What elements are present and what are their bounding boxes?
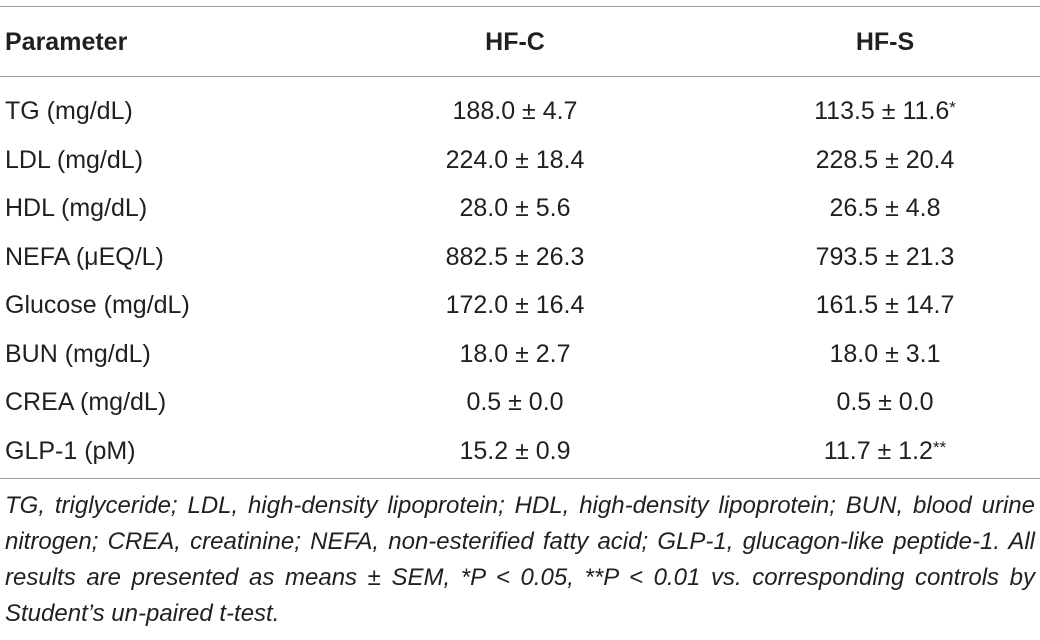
cell-hf-s-value: 113.5 ± 11.6 xyxy=(814,97,950,125)
cell-hf-s: 793.5 ± 21.3 xyxy=(740,239,1030,275)
header-hf-c: HF-C xyxy=(485,28,545,56)
cell-hf-s: 11.7 ± 1.2** xyxy=(740,433,1030,469)
cell-hf-c: 224.0 ± 18.4 xyxy=(445,145,585,174)
cell-hf-s-value: 228.5 ± 20.4 xyxy=(815,145,955,174)
table-row: CREA (mg/dL) 0.5 ± 0.0 0.5 ± 0.0 xyxy=(0,384,1040,420)
significance-mark: * xyxy=(949,98,956,117)
table-row: GLP-1 (pM) 15.2 ± 0.9 11.7 ± 1.2** xyxy=(0,433,1040,469)
cell-parameter: NEFA (μEQ/L) xyxy=(5,242,164,271)
cell-parameter: TG (mg/dL) xyxy=(5,97,133,125)
cell-parameter: CREA (mg/dL) xyxy=(5,388,167,416)
cell-hf-s: 26.5 ± 4.8 xyxy=(740,190,1030,226)
table-row: HDL (mg/dL) 28.0 ± 5.6 26.5 ± 4.8 xyxy=(0,190,1040,226)
cell-parameter: Glucose (mg/dL) xyxy=(5,291,190,319)
cell-hf-c: 0.5 ± 0.0 xyxy=(466,388,564,416)
table-footnote: TG, triglyceride; LDL, high-density lipo… xyxy=(5,492,1035,627)
table-row: BUN (mg/dL) 18.0 ± 2.7 18.0 ± 3.1 xyxy=(0,336,1040,372)
cell-hf-s-value: 0.5 ± 0.0 xyxy=(836,388,934,416)
cell-hf-c: 188.0 ± 4.7 xyxy=(452,97,578,125)
cell-hf-s-value: 18.0 ± 3.1 xyxy=(829,339,941,368)
significance-mark: ** xyxy=(932,437,947,457)
cell-hf-c: 28.0 ± 5.6 xyxy=(459,194,571,222)
table-row: Glucose (mg/dL) 172.0 ± 16.4 161.5 ± 14.7 xyxy=(0,287,1040,323)
cell-parameter: LDL (mg/dL) xyxy=(5,145,144,174)
cell-hf-s: 161.5 ± 14.7 xyxy=(740,287,1030,323)
table-row: LDL (mg/dL) 224.0 ± 18.4 228.5 ± 20.4 xyxy=(0,142,1040,178)
header-bottom-rule xyxy=(0,76,1040,77)
cell-parameter: HDL (mg/dL) xyxy=(5,194,148,222)
header-parameter: Parameter xyxy=(5,28,128,56)
table-header-row: Parameter HF-C HF-S xyxy=(0,24,1040,60)
cell-hf-s-value: 26.5 ± 4.8 xyxy=(829,194,941,222)
cell-parameter: BUN (mg/dL) xyxy=(5,339,151,368)
cell-hf-s: 0.5 ± 0.0 xyxy=(740,384,1030,420)
cell-hf-c: 882.5 ± 26.3 xyxy=(445,242,585,271)
cell-hf-s-value: 11.7 ± 1.2 xyxy=(823,436,933,465)
cell-hf-c: 18.0 ± 2.7 xyxy=(459,339,571,368)
cell-hf-c: 15.2 ± 0.9 xyxy=(459,436,571,465)
table-top-rule xyxy=(0,6,1040,7)
cell-hf-s-value: 161.5 ± 14.7 xyxy=(815,291,955,319)
cell-hf-s-value: 793.5 ± 21.3 xyxy=(815,242,955,271)
cell-hf-s: 228.5 ± 20.4 xyxy=(740,142,1030,178)
cell-hf-c: 172.0 ± 16.4 xyxy=(445,291,585,319)
cell-hf-s: 18.0 ± 3.1 xyxy=(740,336,1030,372)
table-row: NEFA (μEQ/L) 882.5 ± 26.3 793.5 ± 21.3 xyxy=(0,239,1040,275)
cell-hf-s: 113.5 ± 11.6* xyxy=(740,93,1030,129)
table-row: TG (mg/dL) 188.0 ± 4.7 113.5 ± 11.6* xyxy=(0,93,1040,129)
cell-parameter: GLP-1 (pM) xyxy=(5,436,136,465)
table-bottom-rule xyxy=(0,478,1040,479)
header-hf-s: HF-S xyxy=(855,28,915,56)
